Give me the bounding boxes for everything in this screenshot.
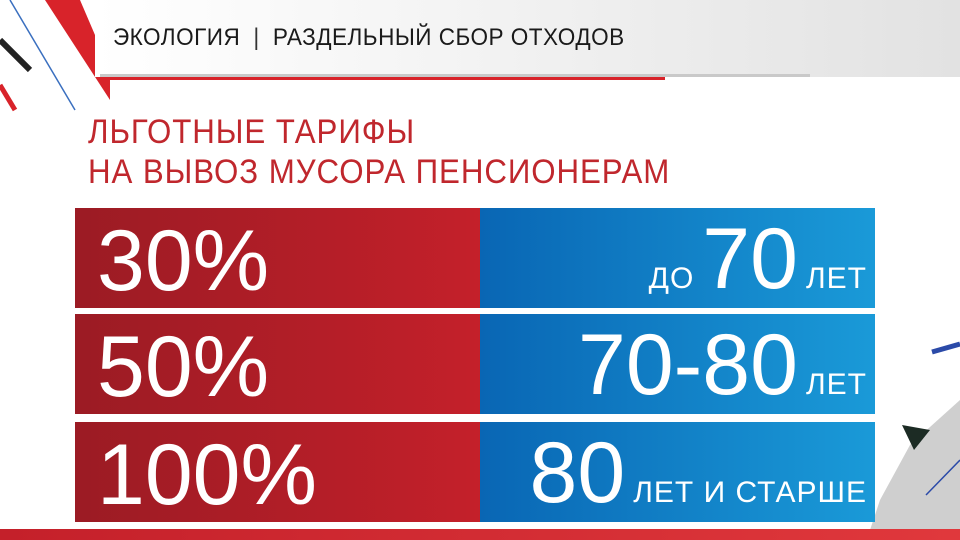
age-suffix: ЛЕТ [805, 262, 867, 295]
discount-panel: 50% [75, 314, 480, 414]
age-panel: ДО 70 ЛЕТ [480, 208, 875, 308]
tariff-row: 100% 80 ЛЕТ И СТАРШЕ [75, 422, 875, 522]
age-range: 70-80 ЛЕТ [578, 320, 867, 410]
header-underline-red [100, 77, 665, 80]
header-section: ЭКОЛОГИЯ [113, 24, 241, 51]
tariff-row: 30% ДО 70 ЛЕТ [75, 208, 875, 308]
age-range: 80 ЛЕТ И СТАРШЕ [530, 428, 867, 518]
age-range: ДО 70 ЛЕТ [649, 214, 867, 304]
discount-value: 30% [97, 213, 270, 309]
header-separator: | [253, 24, 260, 51]
age-suffix: ЛЕТ [805, 368, 867, 401]
bottom-bar [0, 529, 960, 540]
age-suffix: ЛЕТ И СТАРШЕ [633, 476, 867, 509]
header-topic: РАЗДЕЛЬНЫЙ СБОР ОТХОДОВ [272, 24, 625, 51]
age-panel: 80 ЛЕТ И СТАРШЕ [480, 422, 875, 522]
header-band [95, 0, 960, 77]
age-value: 80 [529, 425, 626, 521]
age-value: 70-80 [578, 317, 798, 413]
header-underline-grey [100, 74, 810, 77]
age-panel: 70-80 ЛЕТ [480, 314, 875, 414]
title-line-1: ЛЬГОТНЫЕ ТАРИФЫ [88, 113, 416, 151]
header-title: ЭКОЛОГИЯ | РАЗДЕЛЬНЫЙ СБОР ОТХОДОВ [113, 24, 625, 52]
age-prefix: ДО [648, 262, 695, 295]
tariff-row: 50% 70-80 ЛЕТ [75, 314, 875, 414]
page-title: ЛЬГОТНЫЕ ТАРИФЫ НА ВЫВОЗ МУСОРА ПЕНСИОНЕ… [88, 112, 670, 192]
discount-panel: 100% [75, 422, 480, 522]
discount-panel: 30% [75, 208, 480, 308]
corner-stripes-decoration [0, 0, 110, 112]
age-value: 70 [702, 211, 798, 307]
discount-value: 50% [97, 319, 270, 415]
right-side-decoration [870, 341, 960, 530]
title-line-2: НА ВЫВОЗ МУСОРА ПЕНСИОНЕРАМ [88, 153, 671, 191]
discount-value: 100% [97, 427, 317, 523]
